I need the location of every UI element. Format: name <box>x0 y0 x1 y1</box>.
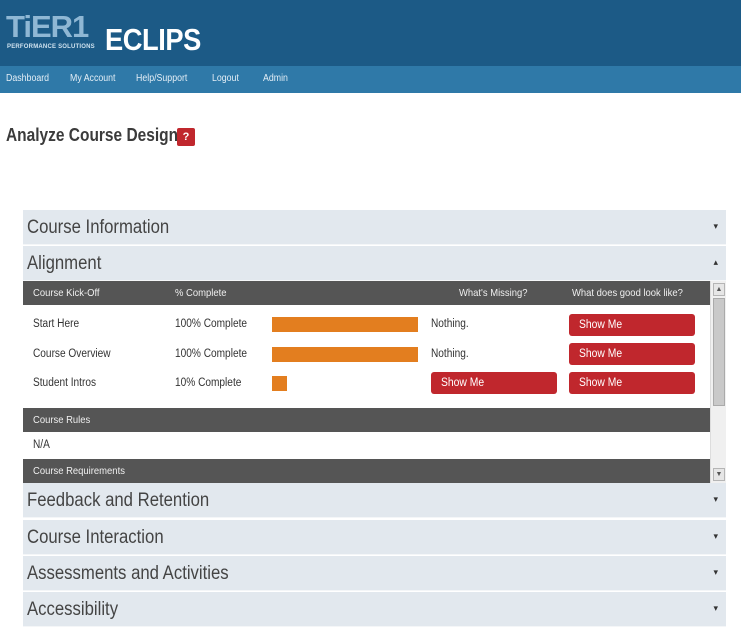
scroll-up-icon[interactable]: ▲ <box>713 283 725 296</box>
button-label: Show Me <box>579 348 623 360</box>
row-name: Start Here <box>33 318 80 330</box>
accordion-label: Accessibility <box>27 599 119 620</box>
caret-down-icon: ▾ <box>713 531 718 541</box>
accordion-label: Feedback and Retention <box>27 490 210 511</box>
good-show-me-button[interactable]: Show Me <box>569 343 695 365</box>
row-missing: Nothing. <box>431 348 469 360</box>
button-label: Show Me <box>579 319 623 331</box>
scroll-thumb[interactable] <box>713 298 725 406</box>
row-complete: 100% Complete <box>175 318 248 330</box>
logo-tier-text: TiER1 <box>6 9 89 44</box>
course-requirements-header: Course Requirements <box>23 459 710 483</box>
accordion-label: Assessments and Activities <box>27 563 229 584</box>
kickoff-header-bar: Course Kick-Off % Complete What's Missin… <box>23 281 710 305</box>
accordion-assessments-activities[interactable]: Assessments and Activities ▾ <box>23 556 726 591</box>
app-header: TiER1 PERFORMANCE SOLUTIONS ECLIPS <box>0 0 741 66</box>
missing-show-me-button[interactable]: Show Me <box>431 372 557 394</box>
accordion-label: Course Information <box>27 217 170 238</box>
caret-down-icon: ▾ <box>713 494 718 504</box>
logo-app-name: ECLIPS <box>105 22 201 57</box>
row-complete: 10% Complete <box>175 377 242 389</box>
caret-down-icon: ▾ <box>713 567 718 577</box>
row-missing: Nothing. <box>431 318 469 330</box>
logo-subtitle: PERFORMANCE SOLUTIONS <box>7 44 95 50</box>
row-name: Student Intros <box>33 377 97 389</box>
course-requirements-label: Course Requirements <box>33 465 125 477</box>
accordion-feedback-retention[interactable]: Feedback and Retention ▾ <box>23 483 726 518</box>
nav-logout[interactable]: Logout <box>212 73 239 84</box>
col-header-good: What does good look like? <box>572 287 683 299</box>
course-rules-label: Course Rules <box>33 414 91 426</box>
main-nav: Dashboard My Account Help/Support Logout… <box>0 66 741 93</box>
caret-up-icon: ▴ <box>713 257 718 267</box>
good-show-me-button[interactable]: Show Me <box>569 372 695 394</box>
progress-bar <box>272 317 418 332</box>
accordion-label: Course Interaction <box>27 527 164 548</box>
progress-bar <box>272 376 287 391</box>
course-rules-header: Course Rules <box>23 408 710 432</box>
progress-bar <box>272 347 418 362</box>
content-scrollbar[interactable]: ▲ ▼ <box>710 281 726 483</box>
col-header-kickoff: Course Kick-Off <box>33 287 100 299</box>
row-name: Course Overview <box>33 348 111 360</box>
page-title: Analyze Course Design <box>6 125 179 145</box>
help-icon[interactable]: ? <box>177 128 195 146</box>
col-header-complete: % Complete <box>175 287 227 299</box>
caret-down-icon: ▾ <box>713 603 718 613</box>
accordion-course-interaction[interactable]: Course Interaction ▾ <box>23 520 726 555</box>
accordion-course-information[interactable]: Course Information ▾ <box>23 210 726 245</box>
button-label: Show Me <box>579 377 623 389</box>
row-complete: 100% Complete <box>175 348 248 360</box>
course-rules-value: N/A <box>33 439 50 451</box>
good-show-me-button[interactable]: Show Me <box>569 314 695 336</box>
nav-my-account[interactable]: My Account <box>70 73 116 84</box>
button-label: Show Me <box>441 377 485 389</box>
nav-admin[interactable]: Admin <box>263 73 288 84</box>
nav-help-support[interactable]: Help/Support <box>136 73 188 84</box>
nav-dashboard[interactable]: Dashboard <box>6 73 50 84</box>
col-header-missing: What's Missing? <box>459 287 528 299</box>
accordion-accessibility[interactable]: Accessibility ▾ <box>23 592 726 627</box>
accordion-label: Alignment <box>27 253 102 274</box>
scroll-down-icon[interactable]: ▼ <box>713 468 725 481</box>
caret-down-icon: ▾ <box>713 221 718 231</box>
accordion-alignment[interactable]: Alignment ▴ <box>23 246 726 281</box>
